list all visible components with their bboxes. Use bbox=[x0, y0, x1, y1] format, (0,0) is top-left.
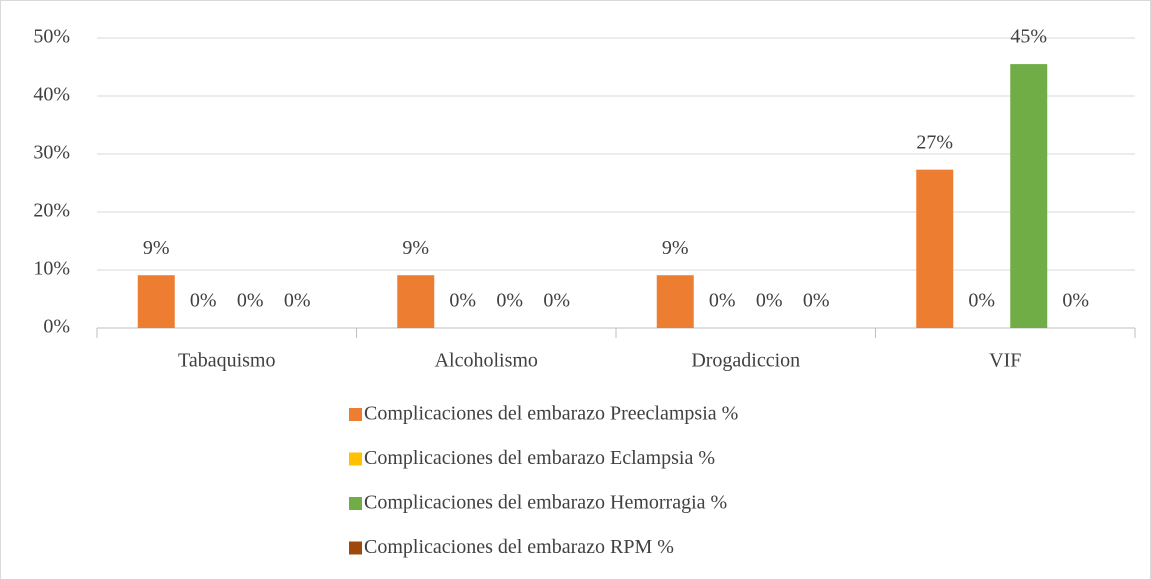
value-label: 0% bbox=[543, 290, 570, 312]
legend-label: Complicaciones del embarazo Preeclampsia… bbox=[364, 403, 738, 425]
legend-swatch bbox=[349, 497, 362, 510]
value-label: 45% bbox=[1010, 26, 1047, 48]
x-tick-label: Alcoholismo bbox=[435, 350, 538, 372]
value-label: 9% bbox=[143, 237, 170, 259]
value-label: 9% bbox=[402, 237, 429, 259]
legend-label: Complicaciones del embarazo RPM % bbox=[364, 536, 674, 558]
legend-swatch bbox=[349, 452, 362, 466]
legend-swatch bbox=[349, 541, 362, 555]
x-tick-label: Tabaquismo bbox=[178, 350, 275, 372]
bar bbox=[656, 275, 694, 328]
bar bbox=[916, 169, 954, 328]
value-label: 0% bbox=[803, 290, 830, 312]
y-tick-label: 40% bbox=[33, 84, 70, 106]
value-label: 0% bbox=[237, 290, 264, 312]
bar bbox=[397, 275, 435, 328]
bar bbox=[1010, 64, 1048, 328]
value-label: 0% bbox=[284, 290, 311, 312]
y-tick-label: 30% bbox=[33, 142, 70, 164]
x-tick-label: Drogadiccion bbox=[691, 350, 800, 372]
value-label: 9% bbox=[662, 237, 689, 259]
x-tick-label: VIF bbox=[989, 350, 1021, 372]
legend-label: Complicaciones del embarazo Eclampsia % bbox=[364, 447, 715, 469]
legend-swatch bbox=[349, 408, 362, 421]
value-label: 0% bbox=[709, 290, 736, 312]
value-label: 0% bbox=[449, 290, 476, 312]
legend-label: Complicaciones del embarazo Hemorragia % bbox=[364, 492, 727, 514]
value-label: 0% bbox=[1062, 290, 1089, 312]
y-tick-label: 50% bbox=[33, 26, 70, 48]
bar bbox=[137, 275, 175, 328]
y-tick-label: 0% bbox=[43, 316, 70, 338]
y-tick-label: 10% bbox=[33, 258, 70, 280]
value-label: 0% bbox=[756, 290, 783, 312]
value-label: 0% bbox=[190, 290, 217, 312]
value-label: 0% bbox=[496, 290, 523, 312]
value-label: 0% bbox=[968, 290, 995, 312]
value-label: 27% bbox=[916, 131, 953, 153]
y-tick-label: 20% bbox=[33, 200, 70, 222]
